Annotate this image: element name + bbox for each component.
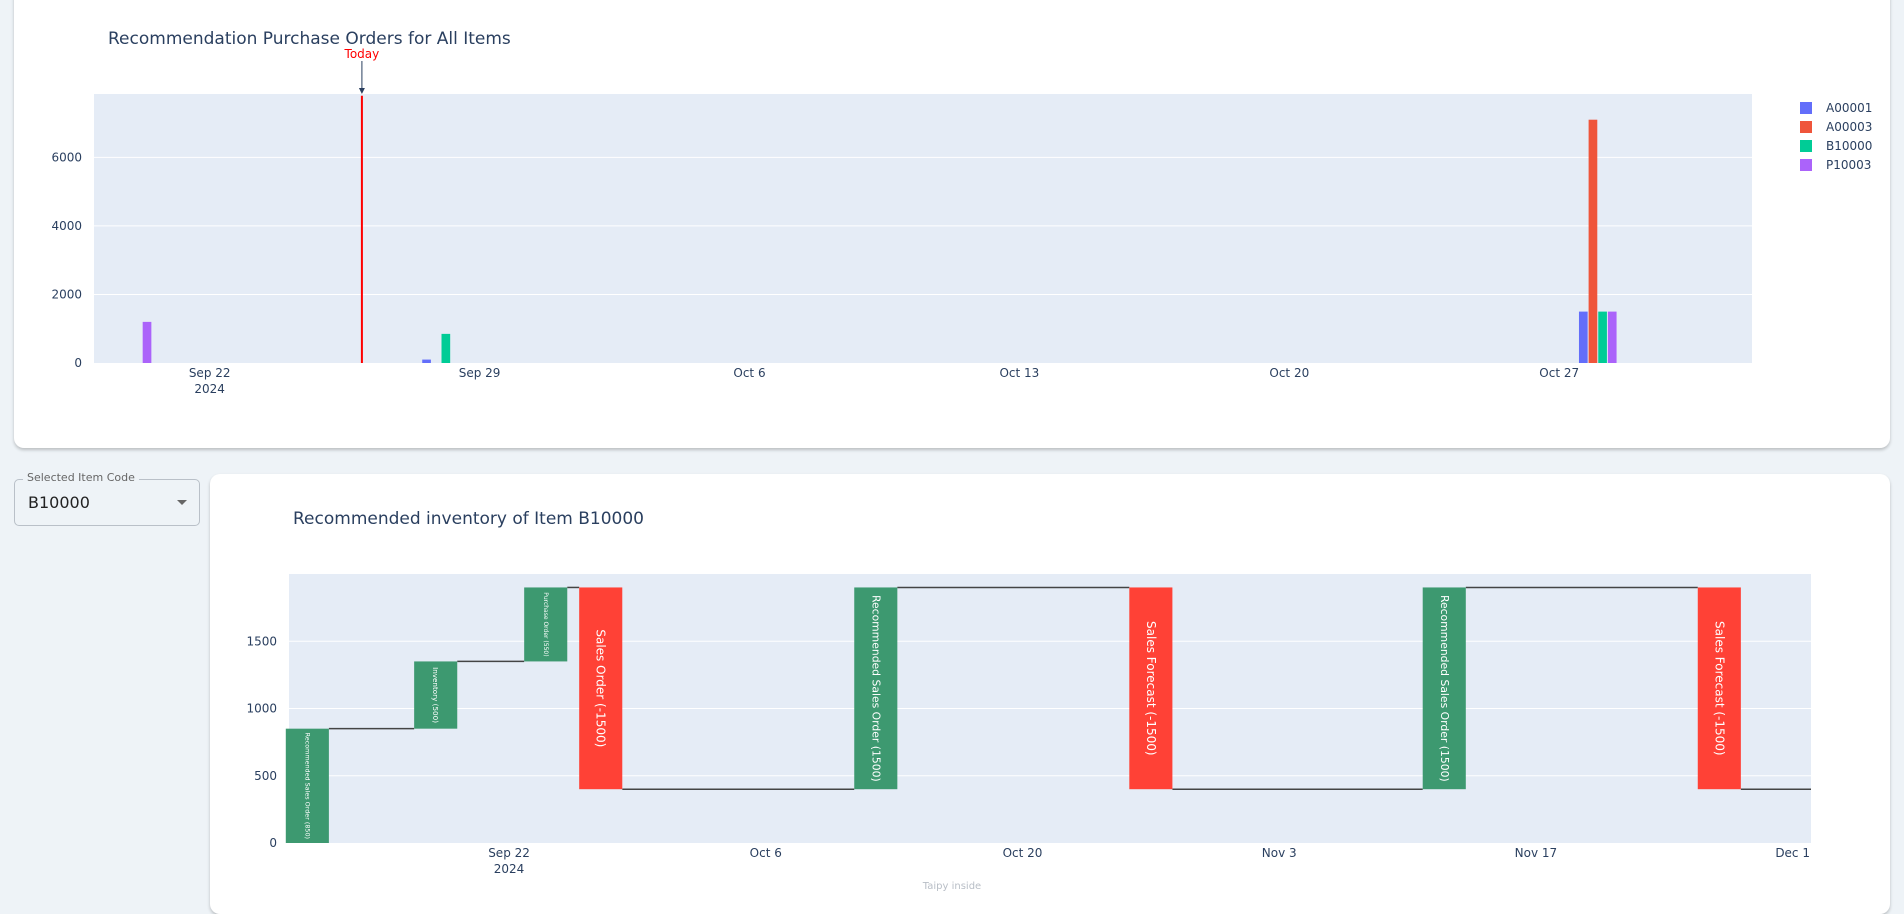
purchase-orders-chart: 0 2000 4000 6000 Sep 22 2024 Sep 29 Oct 6 Oct 1… bbox=[51, 29, 1872, 396]
top-x-tick-year: 2024 bbox=[194, 382, 225, 396]
top-x-tick-label: Sep 29 bbox=[459, 366, 501, 380]
top-x-tick-label: Oct 6 bbox=[733, 366, 765, 380]
legend-label-b10000: B10000 bbox=[1826, 139, 1872, 153]
bottom-y-tick-label: 0 bbox=[269, 836, 277, 850]
bar-b10000 bbox=[441, 333, 451, 363]
bottom-y-tick-label: 500 bbox=[254, 769, 277, 783]
waterfall-bars: Recommended Sales Order (850) Inventory (… bbox=[285, 587, 1741, 843]
bottom-x-tick-label: Nov 3 bbox=[1262, 846, 1297, 860]
top-x-tick-label: Oct 13 bbox=[999, 366, 1039, 380]
top-x-tick-label: Oct 20 bbox=[1269, 366, 1309, 380]
waterfall-bar-label: Inventory (500) bbox=[431, 667, 440, 723]
bottom-y-tick-label: 1000 bbox=[246, 702, 277, 716]
top-plot-area bbox=[94, 94, 1752, 363]
waterfall-bar bbox=[1129, 587, 1173, 790]
legend-swatch-a00001 bbox=[1800, 102, 1812, 114]
today-label: Today bbox=[344, 47, 380, 61]
inventory-waterfall-chart: Recommended Sales Order (850) Inventory (… bbox=[246, 509, 1811, 892]
top-chart-title: Recommendation Purchase Orders for All I… bbox=[108, 29, 511, 49]
top-x-tick-label: Oct 27 bbox=[1539, 366, 1579, 380]
waterfall-bar-label: Sales Forecast (-1500) bbox=[1144, 621, 1158, 756]
legend-label-a00001: A00001 bbox=[1826, 101, 1872, 115]
taipy-watermark: Taipy inside bbox=[922, 881, 981, 892]
bottom-y-tick-label: 1500 bbox=[246, 634, 277, 648]
waterfall-bar bbox=[524, 587, 568, 662]
waterfall-connectors bbox=[328, 586, 1811, 790]
bottom-chart-title: Recommended inventory of Item B10000 bbox=[293, 509, 644, 529]
bottom-x-tick-label: Oct 20 bbox=[1003, 846, 1043, 860]
waterfall-bar bbox=[285, 728, 329, 843]
bar-a00001 bbox=[1578, 311, 1588, 363]
item-code-select[interactable]: Selected Item Code B10000 bbox=[14, 471, 200, 526]
legend-swatch-b10000 bbox=[1800, 140, 1812, 152]
top-y-tick-label: 4000 bbox=[51, 219, 82, 233]
legend-swatch-a00003 bbox=[1800, 121, 1812, 133]
item-code-select-label: Selected Item Code bbox=[23, 471, 139, 484]
bar-a00003 bbox=[1588, 119, 1598, 363]
waterfall-bar-label: Sales Forecast (-1500) bbox=[1712, 621, 1726, 756]
chevron-down-icon[interactable] bbox=[177, 500, 187, 505]
top-y-axis: 0 2000 4000 6000 bbox=[51, 150, 82, 370]
legend-label-a00003: A00003 bbox=[1826, 120, 1872, 134]
bottom-x-tick-label: Sep 22 bbox=[488, 846, 530, 860]
top-x-axis: Sep 22 2024 Sep 29 Oct 6 Oct 13 Oct 20 Oct 27 bbox=[189, 366, 1579, 396]
waterfall-bar-label: Sales Order (-1500) bbox=[594, 629, 608, 747]
bar-a00001 bbox=[422, 359, 431, 363]
bar-b10000 bbox=[1598, 311, 1607, 363]
legend-label-p10003: P10003 bbox=[1826, 158, 1871, 172]
legend-swatch-p10003 bbox=[1800, 159, 1812, 171]
today-marker: Today bbox=[344, 47, 380, 363]
today-arrowhead bbox=[358, 88, 365, 94]
waterfall-bar-label: Recommended Sales Order (1500) bbox=[1438, 595, 1451, 782]
waterfall-bar bbox=[854, 587, 898, 790]
bar-p10003 bbox=[1607, 311, 1617, 363]
bottom-x-tick-label: Oct 6 bbox=[750, 846, 782, 860]
waterfall-bar-label: Recommended Sales Order (850) bbox=[303, 733, 311, 839]
top-bars bbox=[142, 119, 1617, 363]
bottom-x-axis: Sep 22 2024 Oct 6 Oct 20 Nov 3 Nov 17 Dec 1 bbox=[488, 846, 1810, 876]
waterfall-bar bbox=[1422, 587, 1466, 790]
legend: A00001 A00003 B10000 P10003 bbox=[1800, 101, 1872, 172]
top-y-tick-label: 0 bbox=[74, 356, 82, 370]
top-gridlines bbox=[94, 156, 1752, 295]
waterfall-bar bbox=[579, 587, 623, 790]
top-y-tick-label: 2000 bbox=[51, 287, 82, 301]
bottom-x-tick-label: Nov 17 bbox=[1515, 846, 1558, 860]
waterfall-bar-label: Purchase Order (550) bbox=[542, 592, 549, 656]
bottom-y-axis: 0 500 1000 1500 bbox=[246, 634, 277, 850]
bottom-x-tick-year: 2024 bbox=[494, 862, 525, 876]
waterfall-bar-label: Recommended Sales Order (1500) bbox=[869, 595, 882, 782]
top-x-tick-label: Sep 22 bbox=[189, 366, 231, 380]
waterfall-bar bbox=[1697, 587, 1741, 790]
bottom-x-tick-label: Dec 1 bbox=[1775, 846, 1810, 860]
bar-p10003 bbox=[142, 321, 152, 363]
top-y-tick-label: 6000 bbox=[51, 150, 82, 164]
waterfall-bar bbox=[414, 661, 458, 729]
item-code-select-value: B10000 bbox=[28, 493, 90, 512]
